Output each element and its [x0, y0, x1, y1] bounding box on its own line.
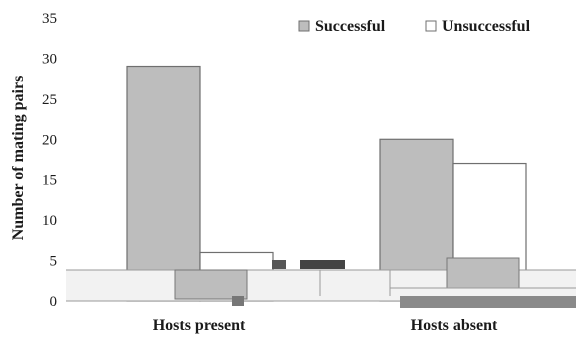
artifact-glyph	[272, 260, 286, 269]
legend-label-unsuccessful: Unsuccessful	[442, 18, 531, 35]
x-category-label: Hosts absent	[411, 317, 498, 334]
x-category-label: Hosts present	[153, 317, 246, 334]
y-tick-label: 5	[50, 254, 58, 270]
legend-label-successful: Successful	[315, 18, 386, 35]
artifact-bar	[174, 269, 248, 300]
artifact-band-dark	[400, 296, 576, 308]
artifact-bar	[446, 257, 520, 289]
legend-swatch-successful	[298, 20, 310, 32]
legend-swatch-unsuccessful	[425, 20, 437, 32]
y-tick-label: 15	[42, 173, 57, 189]
y-tick-label: 30	[42, 51, 57, 67]
bar-successful-hosts-present	[126, 65, 201, 302]
y-tick-label: 35	[42, 11, 57, 27]
y-tick-label: 0	[50, 294, 58, 310]
y-tick-label: 20	[42, 132, 57, 148]
y-axis: 0 5 10 15 20 25 30 35	[42, 11, 57, 310]
legend: Successful Unsuccessful	[298, 18, 531, 35]
y-axis-title: Number of mating pairs	[10, 76, 27, 241]
render-artifacts	[66, 257, 576, 308]
x-axis-labels: Hosts present Hosts absent	[153, 317, 498, 334]
artifact-glyph	[232, 296, 244, 306]
artifact-glyph	[300, 260, 345, 269]
y-tick-label: 25	[42, 92, 57, 108]
y-tick-label: 10	[42, 213, 57, 229]
